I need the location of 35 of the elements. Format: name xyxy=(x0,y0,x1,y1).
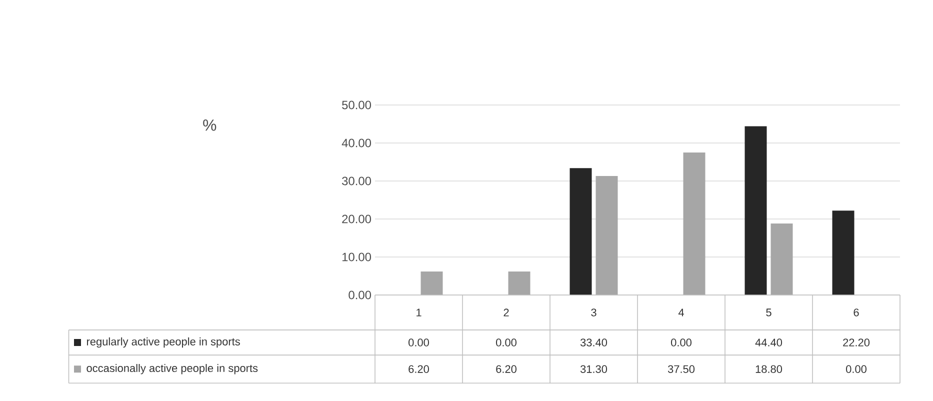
y-tick-label: 50.00 xyxy=(342,100,372,110)
x-tick-label: 1 xyxy=(416,308,422,316)
x-tick-label: 4 xyxy=(678,308,684,316)
data-label: 6.20 xyxy=(496,365,516,373)
y-tick-label: 20.00 xyxy=(342,214,372,224)
bar xyxy=(683,152,706,295)
x-tick-label: 5 xyxy=(766,308,772,316)
bar xyxy=(570,168,592,295)
text: % xyxy=(203,120,216,131)
data-label: 44.40 xyxy=(755,338,782,346)
data-label: 37.50 xyxy=(668,365,695,373)
data-label: 0.00 xyxy=(846,365,866,373)
x-tick-label: 3 xyxy=(591,308,596,316)
data-label: 0.00 xyxy=(408,338,429,346)
y-tick-label: 0.00 xyxy=(348,290,372,300)
bar xyxy=(832,210,854,295)
bar xyxy=(420,271,443,295)
data-label: 6.20 xyxy=(408,365,429,373)
bar xyxy=(770,224,793,295)
data-label: 0.00 xyxy=(671,338,692,346)
legend-label: regularly active people in sports xyxy=(87,337,240,348)
bar xyxy=(596,176,618,295)
data-label: 22.20 xyxy=(843,338,870,346)
x-tick-label: 6 xyxy=(854,308,859,316)
data-label: 33.40 xyxy=(580,338,608,346)
data-label: 0.00 xyxy=(496,338,516,346)
legend-label: occasionally active people in sports xyxy=(86,364,258,374)
y-tick-label: 10.00 xyxy=(342,252,372,262)
data-label: 31.30 xyxy=(580,365,608,373)
y-tick-label: 30.00 xyxy=(342,176,372,186)
bar xyxy=(744,126,767,295)
y-tick-label: 40.00 xyxy=(342,138,372,148)
bar xyxy=(508,271,530,295)
x-tick-label: 2 xyxy=(504,308,509,316)
data-label: 18.80 xyxy=(756,365,782,373)
